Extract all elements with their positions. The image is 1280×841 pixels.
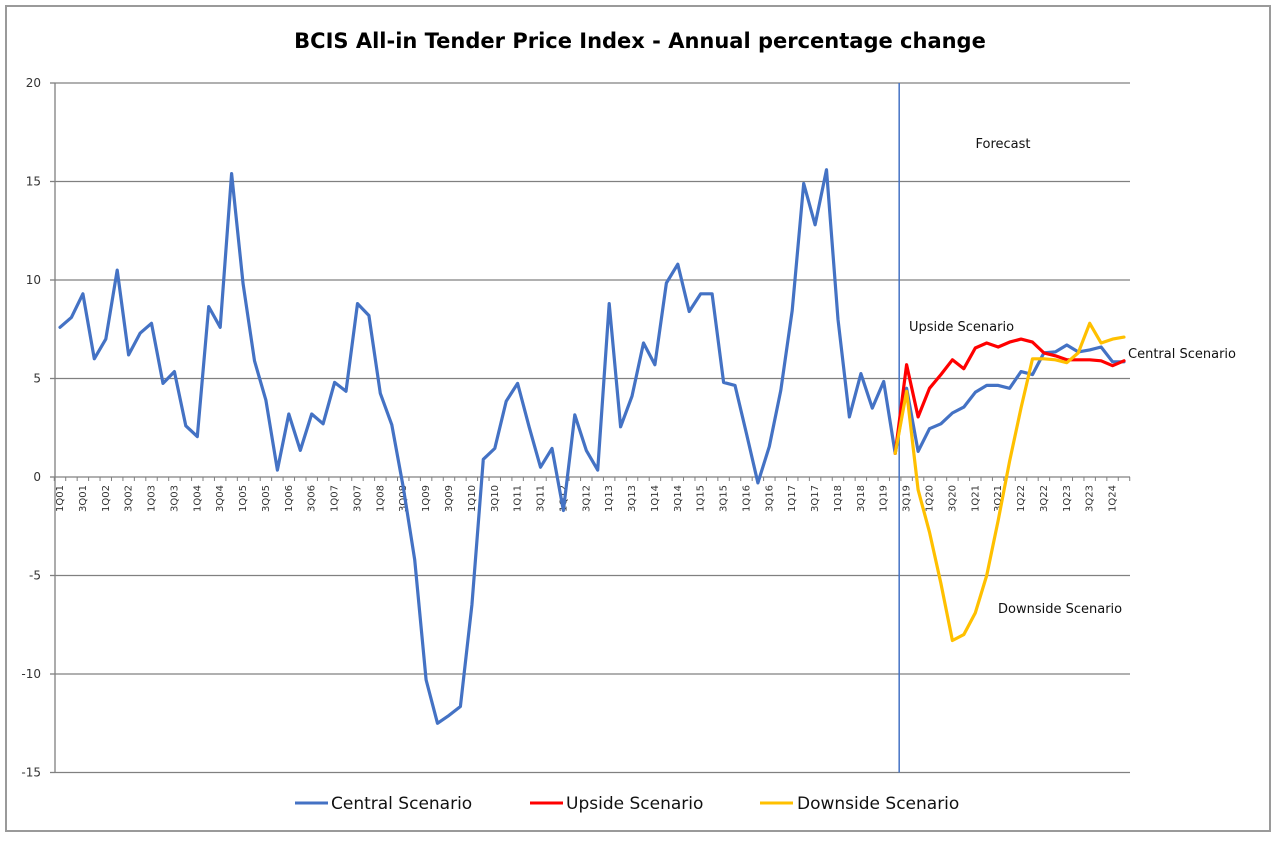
legend-label-central: Central Scenario bbox=[331, 794, 472, 814]
y-tick-label: -10 bbox=[21, 667, 41, 681]
x-tick-label: 3Q15 bbox=[719, 485, 730, 512]
annotation-forecast: Forecast bbox=[975, 137, 1030, 152]
x-tick-label: 3Q19 bbox=[902, 485, 913, 512]
gridlines bbox=[55, 82, 1130, 774]
x-tick-label: 3Q06 bbox=[307, 485, 318, 512]
x-tick-label: 3Q18 bbox=[856, 485, 867, 512]
x-tick-label: 1Q17 bbox=[787, 485, 798, 512]
x-tick-label: 3Q05 bbox=[261, 485, 272, 512]
chart-frame bbox=[5, 5, 1271, 832]
x-tick-label: 3Q13 bbox=[627, 485, 638, 512]
x-tick-label: 3Q20 bbox=[947, 485, 958, 512]
x-tick-label: 1Q10 bbox=[467, 485, 478, 512]
x-tick-label: 1Q03 bbox=[147, 485, 158, 512]
chart-title: BCIS All-in Tender Price Index - Annual … bbox=[294, 29, 986, 53]
x-tick-label: 3Q21 bbox=[993, 485, 1004, 512]
legend-item-central[interactable]: Central Scenario bbox=[295, 794, 472, 814]
legend-label-downside: Downside Scenario bbox=[797, 794, 959, 814]
x-tick-label: 3Q17 bbox=[810, 485, 821, 512]
legend-item-downside[interactable]: Downside Scenario bbox=[760, 794, 959, 814]
x-tick-label: 1Q13 bbox=[604, 485, 615, 512]
x-tick-label: 3Q09 bbox=[444, 485, 455, 512]
y-tick-label: -15 bbox=[21, 766, 41, 780]
x-tick-label: 1Q14 bbox=[650, 485, 661, 512]
x-tick-label: 3Q22 bbox=[1039, 485, 1050, 512]
annotation-central: Central Scenario bbox=[1128, 347, 1236, 362]
x-tick-label: 1Q09 bbox=[421, 485, 432, 512]
x-tick-label: 1Q02 bbox=[101, 485, 112, 512]
x-tick-label: 1Q20 bbox=[925, 485, 936, 512]
legend-label-upside: Upside Scenario bbox=[566, 794, 703, 814]
x-tick-label: 3Q12 bbox=[581, 485, 592, 512]
annotation-upside: Upside Scenario bbox=[909, 320, 1014, 335]
x-tick-label: 1Q04 bbox=[192, 485, 203, 512]
x-tick-label: 1Q24 bbox=[1108, 485, 1119, 512]
x-tick-label: 3Q03 bbox=[169, 485, 180, 512]
series-group bbox=[58, 168, 1126, 725]
series-line-upside bbox=[893, 337, 1126, 455]
x-tick-label: 1Q07 bbox=[330, 485, 341, 512]
y-tick-label: 15 bbox=[26, 175, 41, 189]
x-axis: 1Q01 3Q01 1Q02 3Q02 1Q03 3Q03 1Q04 3Q04 1Q05 3Q05… bbox=[53, 477, 1131, 512]
x-tick-label: 1Q05 bbox=[238, 485, 249, 512]
y-tick-label: 0 bbox=[33, 470, 41, 484]
legend: Central Scenario Upside Scenario Downsid… bbox=[295, 794, 959, 814]
x-tick-label: 3Q11 bbox=[536, 485, 547, 512]
x-tick-label: 3Q04 bbox=[215, 485, 226, 512]
x-tick-label: 1Q19 bbox=[879, 485, 890, 512]
y-axis: 20 15 10 5 0 -5 -10 -15 bbox=[21, 76, 56, 780]
x-tick-label: 3Q16 bbox=[764, 485, 775, 512]
y-tick-label: 5 bbox=[33, 372, 41, 386]
x-tick-label: 1Q15 bbox=[696, 485, 707, 512]
x-tick-label: 1Q18 bbox=[833, 485, 844, 512]
x-tick-label: 1Q11 bbox=[513, 485, 524, 512]
x-tick-label: 1Q01 bbox=[55, 485, 66, 512]
x-tick-label: 3Q01 bbox=[78, 485, 89, 512]
x-tick-label: 3Q10 bbox=[490, 485, 501, 512]
x-tick-label: 1Q23 bbox=[1062, 485, 1073, 512]
y-tick-label: -5 bbox=[29, 569, 41, 583]
y-tick-label: 20 bbox=[26, 76, 41, 90]
x-tick-label: 1Q21 bbox=[970, 485, 981, 512]
x-tick-label: 1Q16 bbox=[741, 485, 752, 512]
x-tick-label: 1Q06 bbox=[284, 485, 295, 512]
annotation-downside: Downside Scenario bbox=[998, 602, 1122, 617]
x-tick-label: 3Q02 bbox=[124, 485, 135, 512]
series-line-central bbox=[58, 168, 1126, 725]
legend-item-upside[interactable]: Upside Scenario bbox=[530, 794, 703, 814]
x-tick-label: 3Q07 bbox=[352, 485, 363, 512]
x-tick-label: 3Q23 bbox=[1085, 485, 1096, 512]
x-tick-label: 1Q08 bbox=[375, 485, 386, 512]
x-tick-label: 3Q14 bbox=[673, 485, 684, 512]
y-tick-label: 10 bbox=[26, 273, 41, 287]
series-line-downside bbox=[893, 321, 1126, 643]
x-tick-label: 1Q22 bbox=[1016, 485, 1027, 512]
